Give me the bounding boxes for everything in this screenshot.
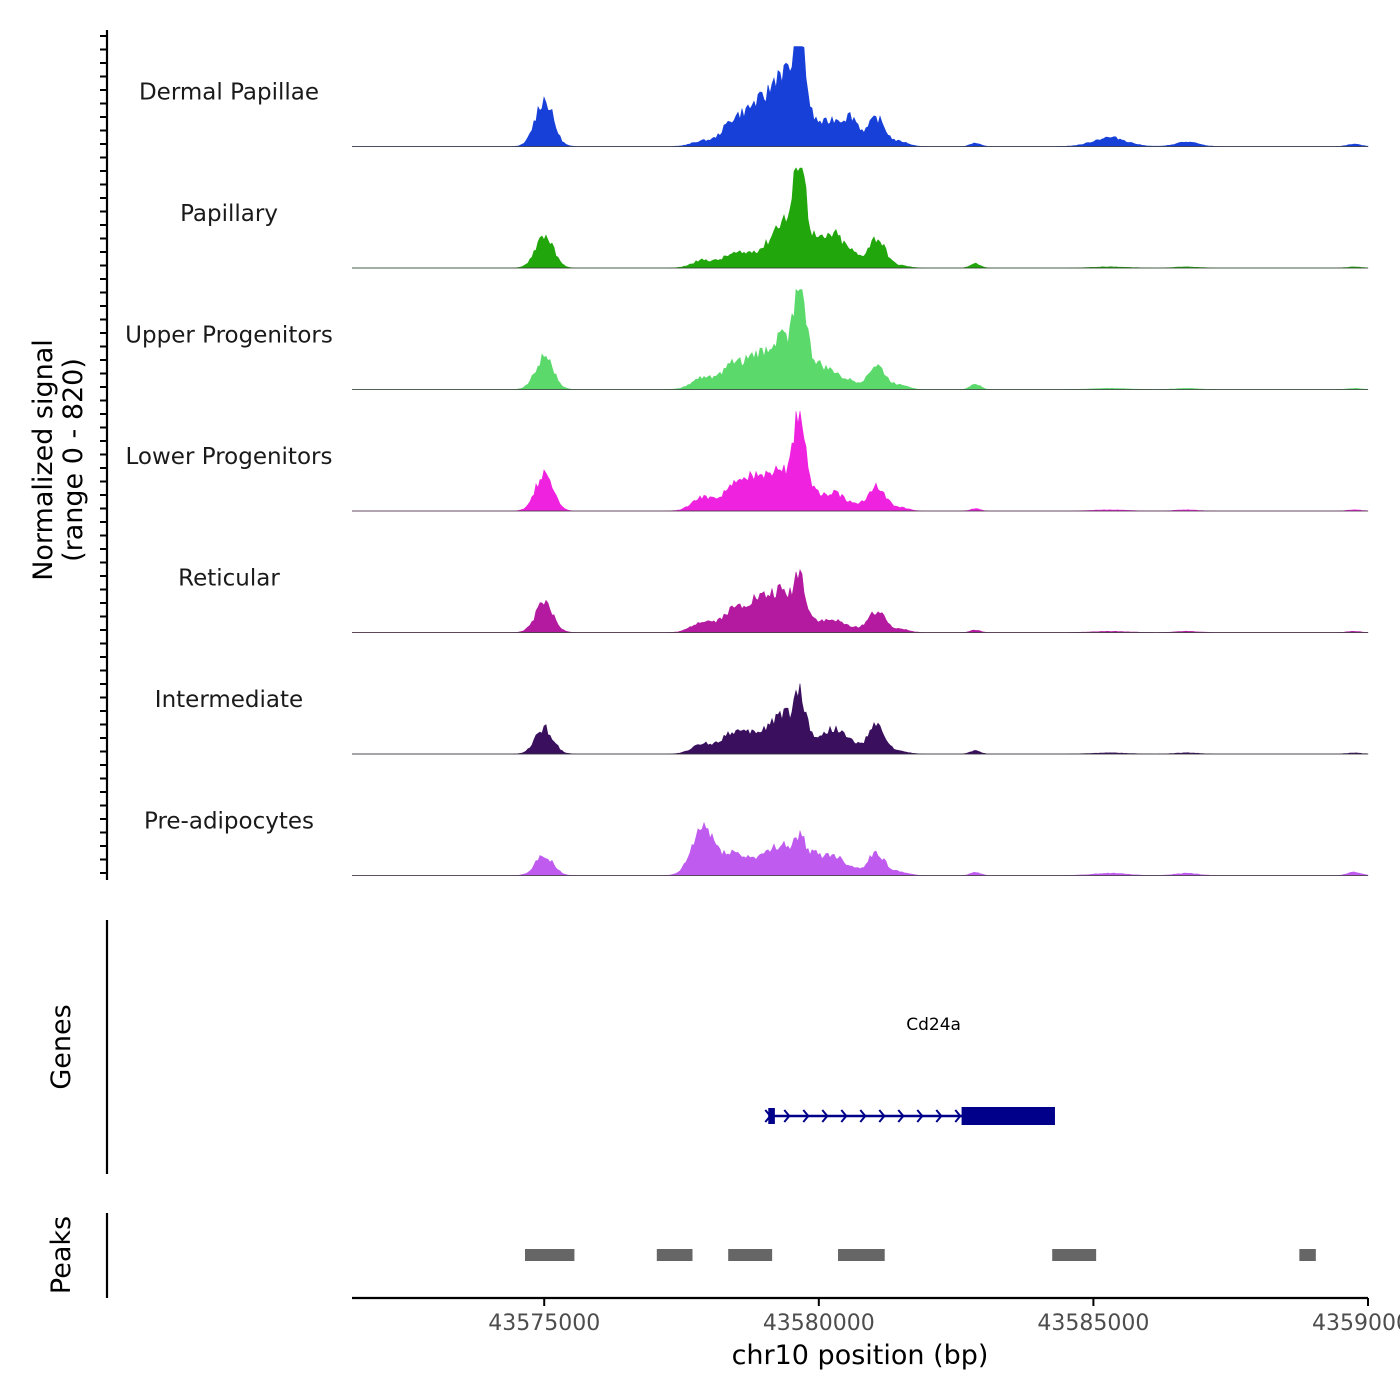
signal-y-axis — [100, 30, 109, 880]
peaks-track-label: Peaks — [46, 1216, 77, 1294]
genes-track-label: Genes — [46, 1004, 77, 1089]
peak-region — [656, 1249, 693, 1261]
x-tick-label: 43590000 — [1312, 1311, 1400, 1336]
x-axis-title: chr10 position (bp) — [732, 1340, 989, 1371]
signal-area — [352, 410, 1369, 512]
track-label: Reticular — [178, 566, 280, 592]
signal-area — [352, 288, 1369, 390]
strand-arrow — [935, 1109, 943, 1123]
strand-arrow — [821, 1109, 829, 1123]
peak-region — [838, 1249, 885, 1261]
track-label: Dermal Papillae — [139, 80, 319, 106]
y-axis-title-line1: Normalized signal — [28, 339, 59, 581]
x-axis: chr10 position (bp) 43575000 43580000 4358… — [352, 1296, 1400, 1371]
gene-name-label: Cd24a — [906, 1015, 961, 1035]
strand-arrow — [783, 1109, 791, 1123]
peak-region — [1299, 1249, 1316, 1261]
peak-region — [728, 1249, 773, 1261]
track-reticular: Reticular — [178, 566, 1369, 633]
strand-arrow — [878, 1109, 886, 1123]
track-pre-adipocytes: Pre-adipocytes — [144, 809, 1369, 876]
coverage-tracks: Dermal Papillae Papillary Upper Progenitor… — [125, 46, 1369, 876]
strand-arrow — [897, 1109, 905, 1123]
peaks-track: Peaks — [46, 1213, 1316, 1298]
strand-arrow — [859, 1109, 867, 1123]
track-upper-progenitors: Upper Progenitors — [125, 288, 1369, 390]
signal-y-axis-title: Normalized signal (range 0 - 820) — [28, 339, 89, 581]
genes-track: Genes Cd24a — [46, 920, 1055, 1174]
strand-arrow — [954, 1109, 962, 1123]
gene-cd24a: Cd24a — [764, 1015, 1055, 1125]
strand-arrow — [916, 1109, 924, 1123]
strand-arrow — [764, 1109, 772, 1123]
signal-area — [352, 569, 1369, 633]
signal-area — [352, 46, 1369, 147]
peak-region — [524, 1249, 575, 1261]
peak-region — [1052, 1249, 1097, 1261]
strand-arrow — [802, 1109, 810, 1123]
signal-area — [352, 821, 1369, 876]
track-label: Lower Progenitors — [126, 444, 333, 470]
y-axis-title-line2: (range 0 - 820) — [58, 358, 89, 562]
x-tick-label: 43580000 — [763, 1311, 875, 1336]
x-tick-label: 43575000 — [488, 1311, 600, 1336]
strand-arrow — [840, 1109, 848, 1123]
track-label: Papillary — [180, 201, 278, 227]
track-label: Intermediate — [155, 687, 303, 713]
x-tick-label: 43585000 — [1037, 1311, 1149, 1336]
track-dermal-papillae: Dermal Papillae — [139, 46, 1369, 147]
signal-area — [352, 683, 1369, 755]
gene-coding-exon — [961, 1107, 1055, 1125]
track-papillary: Papillary — [180, 167, 1369, 269]
track-label: Upper Progenitors — [125, 323, 333, 349]
signal-area — [352, 167, 1369, 269]
track-label: Pre-adipocytes — [144, 809, 314, 835]
track-intermediate: Intermediate — [155, 683, 1369, 755]
track-lower-progenitors: Lower Progenitors — [126, 410, 1369, 512]
